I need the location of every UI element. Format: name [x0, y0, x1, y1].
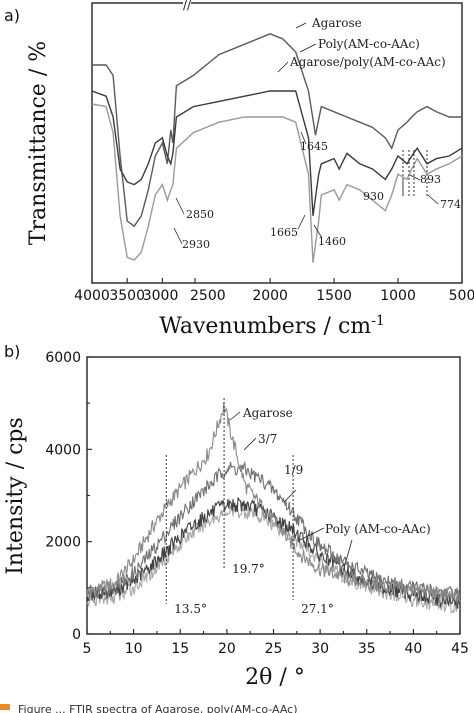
ftir-annotation-leader [173, 227, 183, 245]
ftir-annotation-leader [427, 194, 439, 205]
xrd-y-tick-label: 4000 [45, 442, 81, 458]
ftir-series-group: Agarose Poly(AM-co-AAc) Agarose/poly(AM-co… [91, 16, 463, 263]
xrd-x-tick-label: 30 [311, 641, 329, 657]
ftir-peak-annotation: 1645 [300, 140, 328, 153]
ftir-annotation-leader [300, 131, 307, 145]
axis-break-gap [183, 1, 191, 6]
ftir-annotation-leader [297, 214, 306, 230]
xrd-guides: 13.5° 19.7° 27.1° [165, 398, 334, 616]
xrd-label-leader [229, 411, 241, 421]
xrd-series-label: 3/7 [258, 432, 277, 446]
ftir-peak-annotation: 1460 [318, 235, 346, 248]
ftir-peak-annotation: 774 [440, 198, 461, 211]
xrd-x-tick-label: 45 [451, 641, 469, 657]
xrd-x-tick-label: 10 [125, 641, 143, 657]
ftir-series-line [91, 90, 463, 216]
xrd-chart: b) 13.5° 19.7° 27.1° Agarose 3/7 1/9 Poly (AM… [3, 342, 469, 690]
xrd-y-tick-label: 6000 [45, 350, 81, 366]
xrd-series-line [86, 402, 461, 603]
caption-accent-bar [0, 704, 10, 710]
ftir-label-leader [299, 43, 317, 53]
ftir-x-axis-label: Wavenumbers / cm-1 [159, 313, 385, 339]
xrd-guide-label: 27.1° [301, 602, 334, 616]
ftir-plot-frame [91, 2, 463, 284]
ftir-chart: a) Agarose Poly(AM-co-AAc) Agarose/poly(AM… [4, 0, 474, 339]
xrd-series-labels: Agarose 3/7 1/9 Poly (AM-co-AAc) [229, 406, 431, 576]
xrd-guide-label: 13.5° [174, 602, 207, 616]
ftir-x-tick-label: 2000 [252, 288, 288, 304]
ftir-label-leader [277, 61, 289, 73]
xrd-x-tick-label: 40 [404, 641, 422, 657]
ftir-series-label: Agarose/poly(AM-co-AAc) [289, 55, 446, 69]
ftir-x-axis-label-sup: -1 [371, 313, 385, 329]
ftir-series-label: Agarose [311, 16, 362, 30]
xrd-series-line [86, 460, 461, 602]
xrd-y-tick-label: 2000 [45, 535, 81, 551]
xrd-y-axis-label: Intensity / cps [3, 417, 28, 575]
xrd-ticks: 5 10 15 20 25 30 35 40 45 0 2000 4000 6000 [45, 350, 469, 657]
ftir-x-tick-label: 3000 [143, 288, 179, 304]
xrd-series-label: 1/9 [284, 463, 303, 477]
xrd-x-tick-label: 15 [171, 641, 189, 657]
panel-label-b: b) [4, 342, 20, 361]
xrd-plot-frame [86, 356, 461, 635]
ftir-x-tick-label: 2500 [190, 288, 226, 304]
ftir-peak-annotation: 930 [363, 190, 384, 203]
ftir-peak-annotation: 2850 [186, 208, 214, 221]
xrd-series-label: Poly (AM-co-AAc) [325, 522, 431, 536]
panel-label-a: a) [4, 6, 20, 25]
xrd-guide-label: 19.7° [232, 562, 265, 576]
ftir-peak-annotation: 893 [420, 173, 441, 186]
ftir-x-tick-label: 3500 [109, 288, 145, 304]
xrd-label-leader [243, 437, 257, 451]
ftir-label-leader [295, 22, 307, 29]
ftir-annotation-leader [313, 224, 323, 239]
ftir-series-line [92, 33, 462, 228]
ftir-x-tick-label: 4000 [74, 288, 110, 304]
xrd-series-label: Agarose [242, 406, 293, 420]
ftir-series-line [91, 103, 463, 263]
axis-break-mark: // [183, 0, 192, 12]
ftir-x-tick-label: 1500 [316, 288, 352, 304]
xrd-series-group [86, 402, 461, 615]
ftir-annotation-leader [175, 197, 185, 215]
xrd-x-axis-label: 2θ / ° [245, 665, 305, 690]
xrd-y-tick-label: 0 [72, 627, 81, 643]
xrd-x-tick-label: 5 [83, 641, 92, 657]
xrd-label-leader [283, 489, 297, 503]
ftir-series-label: Poly(AM-co-AAc) [318, 37, 420, 51]
xrd-x-tick-label: 35 [358, 641, 376, 657]
ftir-x-tick-label: 500 [449, 288, 474, 304]
figure-caption: Figure ... FTIR spectra of Agarose, poly… [18, 703, 298, 713]
ftir-x-tick-label: 1000 [380, 288, 416, 304]
ftir-peak-annotation: 2930 [182, 238, 210, 251]
ftir-x-axis-label-main: Wavenumbers / cm [159, 314, 371, 339]
ftir-annotation-leader [409, 174, 421, 181]
xrd-label-leader [299, 527, 325, 541]
xrd-x-tick-label: 20 [218, 641, 236, 657]
xrd-x-tick-label: 25 [265, 641, 283, 657]
ftir-y-axis-label: Transmittance / % [26, 41, 51, 245]
xrd-label-leader [341, 539, 353, 576]
ftir-annotations: 2850 2930 1645 1665 1460 930 893 774 [173, 131, 461, 251]
ftir-peak-annotation: 1665 [270, 226, 298, 239]
axis-break-marks: // [183, 0, 192, 12]
